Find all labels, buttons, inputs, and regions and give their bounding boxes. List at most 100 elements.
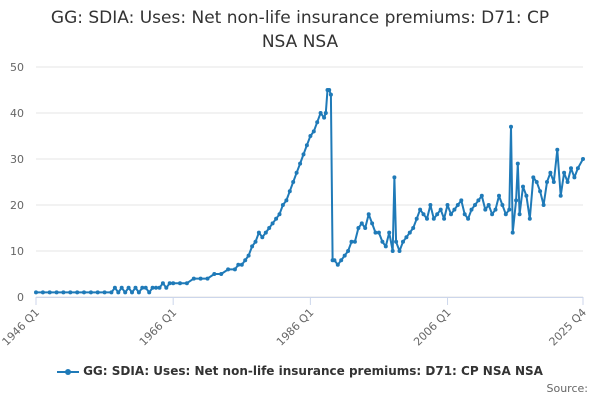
data-point[interactable] [404,235,409,240]
data-point[interactable] [164,285,169,290]
data-point[interactable] [88,290,93,295]
data-point[interactable] [116,290,121,295]
data-point[interactable] [514,198,519,203]
data-point[interactable] [342,253,347,258]
data-point[interactable] [212,272,217,276]
data-point[interactable] [219,272,224,276]
data-point[interactable] [534,180,539,184]
data-point[interactable] [435,212,440,217]
data-point[interactable] [373,230,378,235]
data-point[interactable] [232,267,237,272]
data-point[interactable] [327,88,332,92]
data-point[interactable] [376,230,381,235]
data-point[interactable] [277,212,282,217]
data-point[interactable] [538,189,543,194]
data-point[interactable] [459,198,464,203]
data-point[interactable] [352,239,357,244]
data-point[interactable] [335,262,340,267]
data-point[interactable] [82,290,86,295]
data-point[interactable] [407,230,412,235]
data-point[interactable] [147,290,152,295]
data-point[interactable] [527,216,532,221]
data-point[interactable] [119,285,124,290]
data-point[interactable] [260,235,265,240]
data-point[interactable] [575,166,580,171]
data-point[interactable] [507,207,512,212]
data-point[interactable] [308,134,313,138]
data-point[interactable] [380,239,385,244]
data-point[interactable] [452,207,457,212]
data-point[interactable] [136,290,141,295]
data-point[interactable] [414,216,419,221]
data-point[interactable] [493,207,498,212]
data-point[interactable] [445,203,450,207]
data-point[interactable] [515,161,520,166]
data-point[interactable] [370,221,375,226]
data-point[interactable] [349,239,354,244]
data-point[interactable] [486,203,491,207]
data-point[interactable] [469,207,474,212]
data-point[interactable] [34,290,38,295]
data-point[interactable] [253,239,258,244]
data-point[interactable] [315,120,320,125]
data-point[interactable] [123,290,128,295]
data-point[interactable] [322,115,327,120]
data-point[interactable] [191,276,196,281]
data-point[interactable] [565,180,570,184]
data-point[interactable] [524,193,529,198]
data-point[interactable] [483,207,488,212]
legend[interactable]: GG: SDIA: Uses: Net non-life insurance p… [0,364,600,378]
data-point[interactable] [112,285,117,290]
data-point[interactable] [359,221,364,226]
data-point[interactable] [500,203,505,207]
data-point[interactable] [246,253,251,258]
data-point[interactable] [160,281,165,286]
data-point[interactable] [383,244,388,249]
data-point[interactable] [75,290,80,295]
data-point[interactable] [102,290,107,295]
data-point[interactable] [509,124,513,129]
data-point[interactable] [126,285,131,290]
data-point[interactable] [366,212,371,217]
data-point[interactable] [256,230,261,235]
data-point[interactable] [294,170,299,175]
data-point[interactable] [418,207,423,212]
data-point[interactable] [263,230,268,235]
data-point[interactable] [311,129,316,134]
data-point[interactable] [318,111,323,115]
data-point[interactable] [521,184,525,189]
data-point[interactable] [462,212,467,217]
data-point[interactable] [517,212,522,217]
data-point[interactable] [476,198,481,203]
data-point[interactable] [40,290,45,295]
data-point[interactable] [431,216,436,221]
data-point[interactable] [171,281,176,286]
data-point[interactable] [558,193,563,198]
data-point[interactable] [479,193,484,198]
data-point[interactable] [438,207,443,212]
data-point[interactable] [473,203,477,207]
data-point[interactable] [267,226,272,230]
data-point[interactable] [397,249,402,253]
data-point[interactable] [61,290,66,295]
data-point[interactable] [167,281,172,286]
data-point[interactable] [455,203,460,207]
data-point[interactable] [555,147,560,152]
data-point[interactable] [356,226,361,230]
data-point[interactable] [425,216,429,221]
data-point[interactable] [130,290,134,295]
data-point[interactable] [270,221,275,226]
data-point[interactable] [274,216,279,221]
data-point[interactable] [157,285,162,290]
data-point[interactable] [541,203,546,207]
data-point[interactable] [394,239,399,244]
data-point[interactable] [323,111,328,115]
data-point[interactable] [569,166,573,171]
data-point[interactable] [150,285,155,290]
data-point[interactable] [47,290,52,295]
data-point[interactable] [562,170,567,175]
data-point[interactable] [442,216,447,221]
data-point[interactable] [387,230,392,235]
data-point[interactable] [154,285,158,290]
data-point[interactable] [184,281,189,286]
